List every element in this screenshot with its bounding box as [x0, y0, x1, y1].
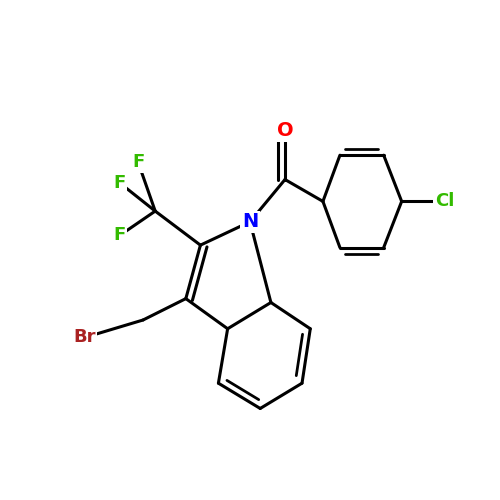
Text: F: F	[132, 154, 144, 172]
Text: F: F	[114, 174, 126, 192]
Text: N: N	[242, 212, 258, 232]
Text: Br: Br	[74, 328, 96, 346]
Text: F: F	[114, 226, 126, 244]
Text: Cl: Cl	[435, 192, 454, 210]
Text: O: O	[276, 122, 293, 141]
